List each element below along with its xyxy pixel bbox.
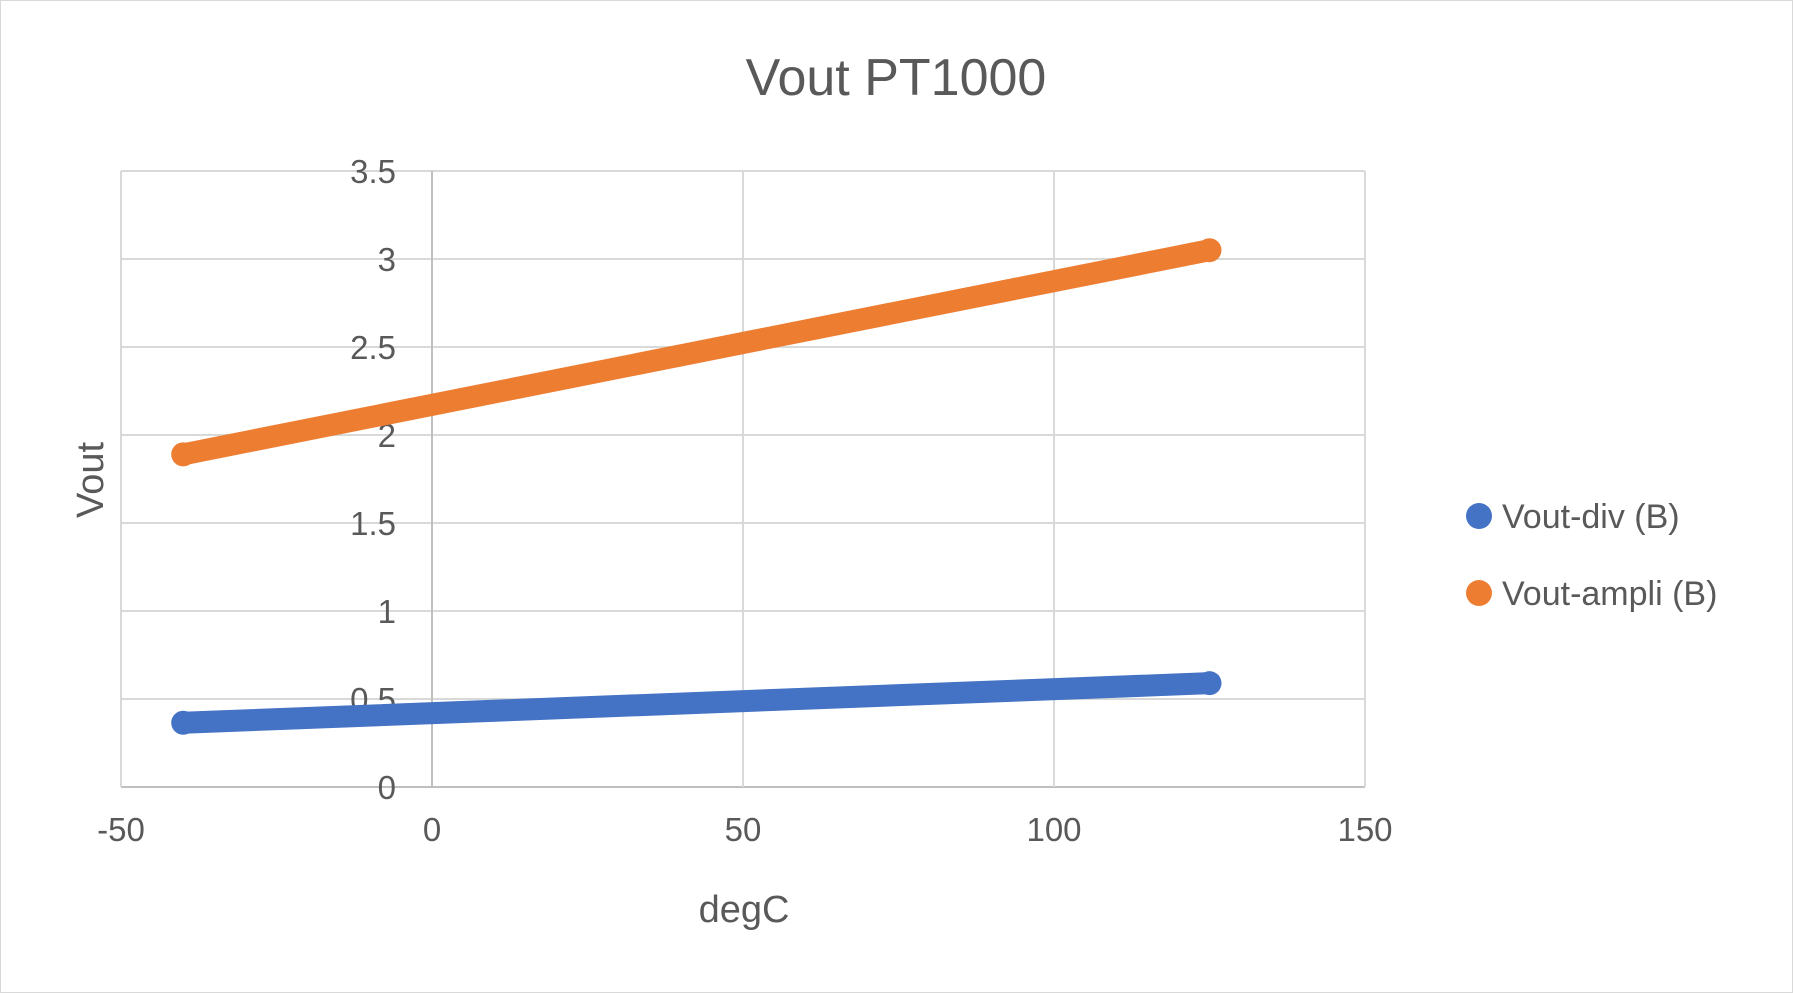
legend-marker — [1466, 580, 1492, 606]
data-point — [171, 442, 196, 467]
y-tick-label: 2.5 — [350, 329, 396, 366]
series-1 — [171, 671, 1222, 735]
y-tick-label: 0 — [378, 769, 396, 806]
series-layer — [171, 238, 1222, 735]
y-tick-label: 1 — [378, 593, 396, 630]
y-tick-label: 1.5 — [350, 505, 396, 542]
data-point — [1197, 238, 1222, 263]
data-point — [171, 710, 196, 735]
y-tick-label: 2 — [378, 417, 396, 454]
y-axis-title: Vout — [70, 442, 112, 519]
legend-item: Vout-ampli (B) — [1466, 575, 1717, 613]
x-tick-labels: -50 0 50 100 150 — [97, 811, 1392, 848]
legend-marker — [1466, 503, 1492, 529]
data-point — [1197, 671, 1222, 696]
legend-label: Vout-ampli (B) — [1502, 575, 1717, 613]
y-tick-label: 3.5 — [350, 153, 396, 190]
chart-title: Vout PT1000 — [746, 49, 1047, 107]
series-2 — [171, 238, 1222, 467]
x-tick-label: 150 — [1337, 811, 1392, 848]
legend-item: Vout-div (B) — [1466, 498, 1680, 536]
series-line — [172, 239, 1221, 466]
x-tick-label: 0 — [423, 811, 441, 848]
x-axis-title: degC — [699, 889, 790, 931]
legend: Vout-div (B) Vout-ampli (B) — [1466, 498, 1717, 613]
series-line — [172, 672, 1221, 734]
legend-label: Vout-div (B) — [1502, 498, 1680, 536]
x-tick-label: 100 — [1026, 811, 1081, 848]
x-tick-label: -50 — [97, 811, 145, 848]
y-tick-label: 3 — [378, 241, 396, 278]
x-tick-label: 50 — [725, 811, 762, 848]
